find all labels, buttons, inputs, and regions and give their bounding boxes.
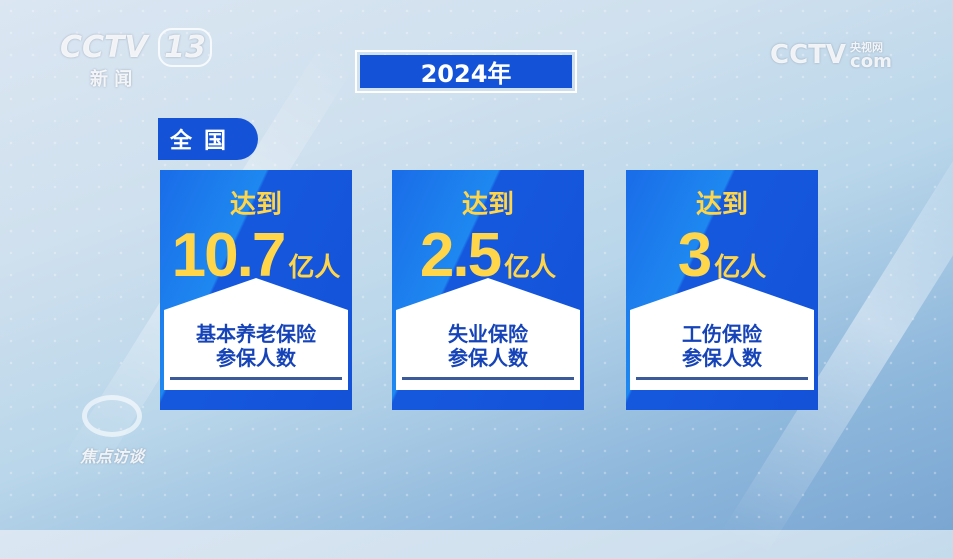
card-label-panel: 工伤保险 参保人数 (630, 278, 814, 390)
card-label-line2: 参保人数 (216, 346, 296, 370)
site-domain: com (850, 51, 892, 72)
card-label-line1: 失业保险 (448, 322, 528, 346)
stat-card-pension: 达到 10.7 亿人 基本养老保险 参保人数 (160, 170, 352, 410)
channel-number: 13 (158, 28, 212, 67)
year-title: 2024年 (355, 50, 577, 93)
channel-brand: CCTV (60, 30, 148, 65)
program-emblem-icon (82, 395, 142, 437)
card-value: 10.7 亿人 (160, 220, 352, 291)
card-label-line1: 基本养老保险 (196, 322, 316, 346)
site-logo: CCTV 央视网 com (770, 40, 892, 72)
channel-name: 新 闻 (90, 69, 133, 90)
card-unit: 亿人 (288, 253, 341, 283)
stat-card-work-injury: 达到 3 亿人 工伤保险 参保人数 (626, 170, 818, 410)
card-prefix: 达到 (461, 190, 514, 220)
card-value: 3 亿人 (626, 220, 818, 291)
card-prefix: 达到 (695, 190, 748, 220)
site-sub: 央视网 (850, 41, 884, 54)
card-prefix: 达到 (229, 190, 282, 220)
stat-card-unemployment: 达到 2.5 亿人 失业保险 参保人数 (392, 170, 584, 410)
card-label-line2: 参保人数 (682, 346, 762, 370)
region-tab: 全国 (158, 118, 258, 160)
card-label-panel: 失业保险 参保人数 (396, 278, 580, 390)
card-number: 3 (677, 221, 713, 290)
card-unit: 亿人 (504, 253, 557, 283)
card-label-line2: 参保人数 (448, 346, 528, 370)
site-brand: CCTV (770, 40, 847, 70)
card-underline (170, 377, 342, 380)
program-name: 焦点访谈 (80, 447, 145, 466)
channel-logo: CCTV 13 新 闻 (60, 28, 212, 91)
program-logo: 焦点访谈 (80, 395, 144, 467)
card-label-panel: 基本养老保险 参保人数 (164, 278, 348, 390)
card-underline (636, 377, 808, 380)
year-title-text: 2024年 (360, 55, 572, 88)
card-number: 10.7 (171, 221, 287, 290)
card-unit: 亿人 (714, 253, 767, 283)
card-underline (402, 377, 574, 380)
card-label-line1: 工伤保险 (682, 322, 762, 346)
